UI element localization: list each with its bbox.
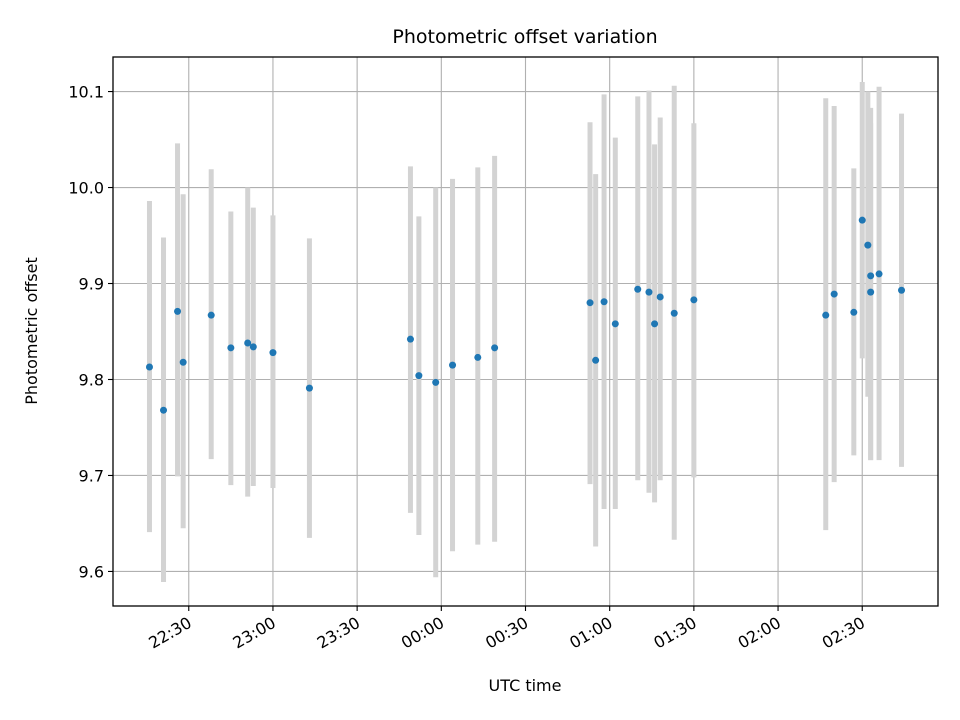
data-point (249, 343, 257, 351)
data-point (830, 290, 838, 298)
data-point (145, 363, 153, 371)
data-point (586, 299, 594, 307)
data-point (432, 378, 440, 386)
data-point (174, 307, 182, 315)
data-points (145, 216, 906, 414)
y-axis-ticks: 9.6 9.7 9.8 9.9 10.0 10.1 (68, 83, 113, 581)
data-point (305, 384, 313, 392)
data-point (690, 296, 698, 304)
y-tick-label: 10.1 (68, 83, 104, 102)
y-tick-label: 10.0 (68, 179, 104, 198)
data-point (160, 406, 168, 414)
data-point (867, 288, 875, 296)
data-point (656, 293, 664, 301)
data-point (592, 356, 600, 364)
data-point (415, 372, 423, 380)
data-point (244, 339, 252, 347)
data-point (611, 320, 619, 328)
data-point (867, 272, 875, 280)
data-point (179, 358, 187, 366)
y-tick-label: 9.9 (79, 275, 104, 294)
x-axis-label: UTC time (489, 676, 562, 695)
data-point (898, 286, 906, 294)
data-point (207, 311, 215, 319)
data-point (634, 285, 642, 293)
data-point (491, 344, 499, 352)
data-point (875, 270, 883, 278)
data-point (850, 308, 858, 316)
data-point (645, 288, 653, 296)
y-axis-label: Photometric offset (22, 257, 41, 405)
y-tick-label: 9.6 (79, 562, 104, 581)
data-point (449, 361, 457, 369)
data-point (474, 353, 482, 361)
data-point (227, 344, 235, 352)
chart-title: Photometric offset variation (392, 26, 657, 48)
y-tick-label: 9.7 (79, 466, 104, 485)
y-tick-label: 9.8 (79, 370, 104, 389)
data-point (670, 309, 678, 317)
data-point (269, 349, 277, 357)
data-point (858, 216, 866, 224)
data-point (822, 311, 830, 319)
data-point (651, 320, 659, 328)
data-point (864, 241, 872, 249)
data-point (600, 298, 608, 306)
data-point (406, 335, 414, 343)
